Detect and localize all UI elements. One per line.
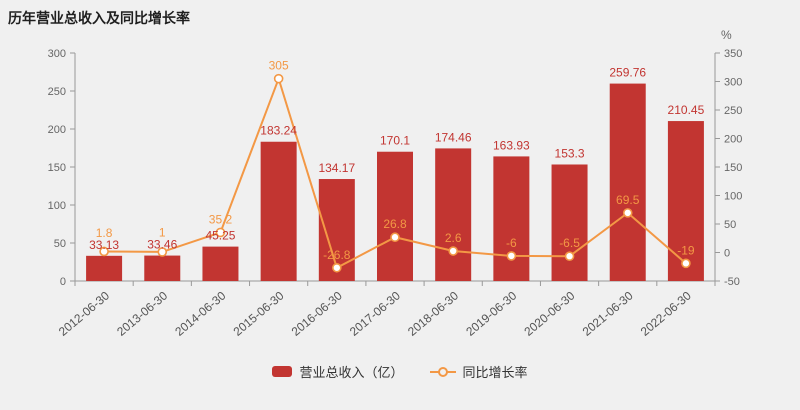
right-axis-unit-label: % <box>721 28 732 42</box>
bar-value-label: 33.13 <box>89 238 119 252</box>
category-label: 2020-06-30 <box>521 288 577 338</box>
line-marker-2016-06-30[interactable] <box>332 262 342 273</box>
line-marker-2012-06-30[interactable] <box>99 246 109 257</box>
line-value-label: 1 <box>159 226 166 240</box>
bar-2012-06-30[interactable] <box>86 255 123 281</box>
line-value-label: 69.5 <box>616 193 640 207</box>
category-label: 2018-06-30 <box>405 288 461 338</box>
category-label: 2015-06-30 <box>231 288 287 338</box>
bar-value-label: 33.46 <box>147 238 177 252</box>
bar-value-label: 183.24 <box>260 124 297 138</box>
bar-value-label: 170.1 <box>380 134 410 148</box>
bar-value-label: 45.25 <box>205 229 235 243</box>
bar-value-label: 210.45 <box>668 103 705 117</box>
line-value-label: -26.8 <box>323 248 351 262</box>
line-value-label: -6 <box>506 236 517 250</box>
legend: 营业总收入（亿） 同比增长率 <box>0 362 800 381</box>
line-marker-2017-06-30[interactable] <box>390 232 400 243</box>
bar-value-label: 163.93 <box>493 138 530 152</box>
line-swatch-icon <box>429 366 456 377</box>
left-axis-tick-label: 0 <box>60 276 66 288</box>
line-marker-2015-06-30[interactable] <box>273 73 284 84</box>
left-axis-tick-label: 150 <box>48 162 66 174</box>
line-swatch-dot-icon <box>437 366 448 377</box>
bar-value-label: 259.76 <box>609 66 646 80</box>
left-axis-tick-label: 100 <box>48 200 66 212</box>
page: { "title": "历年营业总收入及同比增长率", "colors": { … <box>0 10 800 410</box>
right-axis-tick-label: 200 <box>724 134 742 146</box>
category-label: 2017-06-30 <box>347 288 403 338</box>
bar-value-label: 174.46 <box>435 130 472 144</box>
right-axis-tick-label: 150 <box>724 162 742 174</box>
bar-2015-06-30[interactable] <box>260 141 297 281</box>
right-axis-tick-label: 100 <box>724 191 742 203</box>
left-axis-tick-label: 300 <box>48 48 66 60</box>
bar-2020-06-30[interactable] <box>551 164 588 281</box>
left-axis-tick-label: 50 <box>54 238 66 250</box>
category-label: 2022-06-30 <box>638 288 694 338</box>
line-value-label: 2.6 <box>445 231 462 245</box>
line-marker-2018-06-30[interactable] <box>448 246 458 256</box>
legend-label-growth: 同比增长率 <box>462 365 528 380</box>
chart-canvas: 0 50 100 150 200 250 300 -50 0 50 100 150 200 250 300 3… <box>48 28 743 339</box>
category-label: 2021-06-30 <box>580 288 636 338</box>
line-value-label: 1.8 <box>96 226 113 240</box>
left-axis-tick-label: 200 <box>48 124 66 136</box>
category-label: 2012-06-30 <box>56 288 112 338</box>
line-marker-2014-06-30[interactable] <box>215 227 226 238</box>
line-value-label: -6.5 <box>559 236 580 250</box>
bar-2013-06-30[interactable] <box>144 255 181 281</box>
bar-2017-06-30[interactable] <box>377 151 413 281</box>
bar-value-label: 134.17 <box>318 161 355 175</box>
right-axis-tick-label: 350 <box>724 48 742 60</box>
right-axis-tick-label: 300 <box>724 77 742 89</box>
right-axis-tick-label: 0 <box>724 248 730 260</box>
line-marker-2022-06-30[interactable] <box>681 258 691 269</box>
line-marker-2021-06-30[interactable] <box>622 208 633 218</box>
line-value-label: 35.2 <box>209 212 233 226</box>
right-axis-tick-label: 250 <box>724 105 742 117</box>
chart-title: 历年营业总收入及同比增长率 <box>8 10 190 26</box>
bar-2018-06-30[interactable] <box>435 148 472 281</box>
legend-label-revenue: 营业总收入（亿） <box>299 365 404 380</box>
line-marker-2013-06-30[interactable] <box>157 247 168 257</box>
right-axis-tick-label: 50 <box>724 219 736 231</box>
category-label: 2016-06-30 <box>289 288 345 338</box>
legend-item-revenue[interactable]: 营业总收入（亿） <box>272 362 404 381</box>
chart-container: 历年营业总收入及同比增长率 0 50 100 150 200 250 300 -50 0 50 10… <box>0 10 800 381</box>
bar-2014-06-30[interactable] <box>202 246 239 281</box>
bar-2021-06-30[interactable] <box>609 83 646 281</box>
line-value-label: -19 <box>677 243 695 257</box>
line-marker-2019-06-30[interactable] <box>506 251 517 261</box>
line-value-label: 26.8 <box>383 217 407 231</box>
category-label: 2019-06-30 <box>463 288 519 338</box>
bar-2022-06-30[interactable] <box>667 121 704 281</box>
bar-2019-06-30[interactable] <box>493 156 530 281</box>
category-label: 2013-06-30 <box>114 288 170 338</box>
category-label: 2014-06-30 <box>172 288 228 338</box>
line-marker-2020-06-30[interactable] <box>564 251 575 262</box>
bar-value-label: 153.3 <box>555 146 585 160</box>
left-axis-tick-label: 250 <box>48 86 66 98</box>
legend-item-growth[interactable]: 同比增长率 <box>429 362 528 381</box>
bar-swatch-icon <box>272 366 293 377</box>
right-axis-tick-label: -50 <box>724 276 740 288</box>
line-value-label: 305 <box>269 59 289 73</box>
